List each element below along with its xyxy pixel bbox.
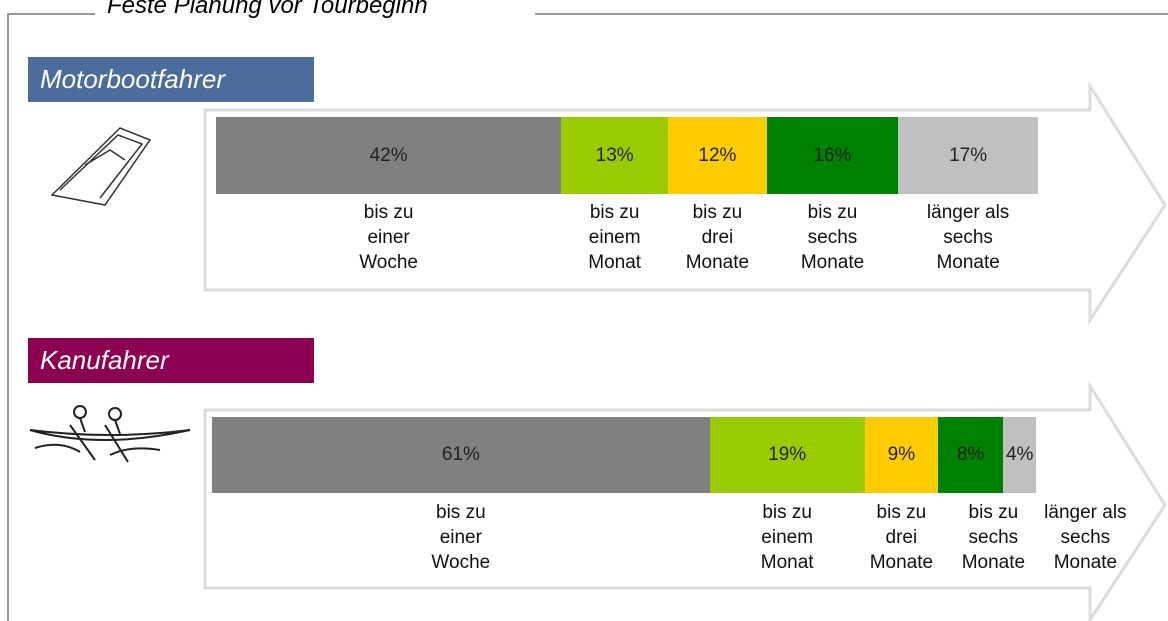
category-label: länger als sechs Monate [1030,500,1140,575]
value-label: 61% [442,444,480,466]
bar-segment: 8% [938,417,1003,493]
bar-segment: 4% [1003,417,1036,493]
bar-segment: 9% [865,417,938,493]
bar-segment: 42% [216,117,561,194]
value-label: 19% [768,444,806,466]
category-label: länger als sechs Monate [913,200,1023,275]
bar-segment: 16% [767,117,899,194]
category-label: bis zu einer Woche [406,500,516,575]
canoe-icon [30,406,190,462]
page-title: Feste Planung vor Tourbeginn [105,0,430,20]
category-label: bis zu einer Woche [334,200,444,275]
bar-segment: 61% [212,417,710,493]
category-label: bis zu drei Monate [662,200,772,275]
group-title: Motorbootfahrer [28,57,314,102]
bar-segment: 13% [561,117,668,194]
boat-icon [52,128,150,205]
category-label: bis zu einem Monat [560,200,670,275]
infographic: Feste Planung vor Tourbeginn Motorbootfa… [0,0,1168,621]
value-label: 9% [888,444,915,466]
category-label: bis zu einem Monat [732,500,842,575]
value-label: 16% [813,145,851,167]
bar-segment: 17% [898,117,1038,194]
group-title: Kanufahrer [28,338,314,383]
bar-segment: 19% [710,417,865,493]
category-label: bis zu sechs Monate [778,200,888,275]
value-label: 42% [370,145,408,167]
value-label: 13% [596,145,634,167]
value-label: 17% [949,145,987,167]
bar-segment: 12% [668,117,767,194]
value-label: 12% [698,145,736,167]
value-label: 8% [957,444,984,466]
value-label: 4% [1006,444,1033,466]
